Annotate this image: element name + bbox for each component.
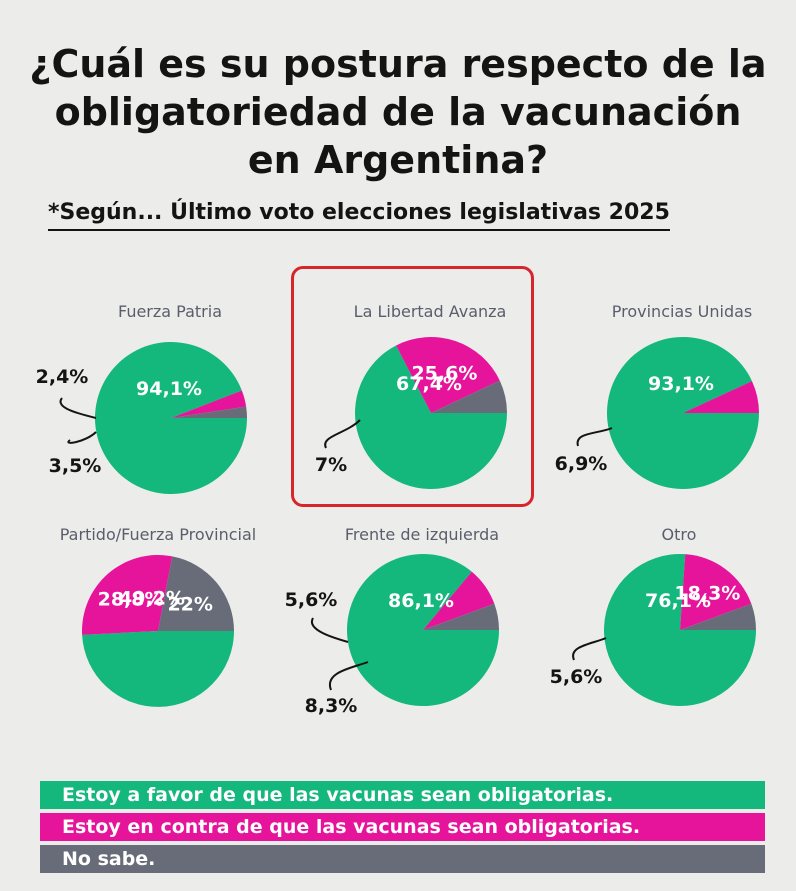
pie-chart-3: Provincias Unidas 93,1% 6,9% [555, 302, 759, 489]
pie-chart-2: La Libertad Avanza 67,4%25,6% 7% [315, 302, 507, 489]
data-label-contra: 6,9% [555, 453, 608, 475]
pie-title: Provincias Unidas [612, 302, 753, 321]
pie-slice-favor [347, 554, 499, 707]
pie-chart-1: Fuerza Patria 94,1% 3,5% 2,4% [36, 302, 247, 494]
pie-slice-nosabe [158, 556, 234, 631]
pie-slice-contra [423, 571, 495, 630]
pie-slice-favor [354, 345, 507, 489]
data-label-nosabe: 22% [167, 593, 212, 615]
label-leader-line [576, 427, 613, 447]
legend-favor: Estoy a favor de que las vacunas sean ob… [40, 781, 765, 809]
data-label-favor: 49,2% [119, 587, 185, 609]
pie-slice-nosabe [431, 380, 507, 413]
data-label-contra: 18,3% [674, 583, 740, 605]
label-leader-line [59, 397, 97, 419]
legend-nosabe: No sabe. [40, 845, 765, 873]
data-label-favor: 93,1% [648, 373, 714, 395]
label-leader-line [572, 637, 607, 661]
pie-title: Otro [662, 525, 697, 544]
data-label-favor: 67,4% [396, 373, 462, 395]
data-label-contra: 25,6% [411, 362, 477, 384]
subtitle: *Según... Último voto elecciones legisla… [48, 200, 670, 231]
highlight-box [291, 266, 534, 507]
pie-chart-5: Frente de izquierda 86,1% 8,3% 5,6% [285, 525, 499, 717]
pie-title: Partido/Fuerza Provincial [60, 525, 256, 544]
pie-slice-favor [94, 341, 247, 494]
pie-title: Fuerza Patria [118, 302, 222, 321]
data-label-favor: 86,1% [388, 590, 454, 612]
pie-chart-6: Otro 76,1%18,3% 5,6% [550, 525, 756, 706]
pie-slice-favor [82, 631, 234, 707]
page-title: ¿Cuál es su postura respecto de la oblig… [20, 40, 776, 184]
label-leader-line [328, 661, 369, 691]
pie-slice-contra [82, 555, 173, 635]
title-line-2: obligatoriedad de la vacunación [54, 90, 742, 134]
pie-chart-4: Partido/Fuerza Provincial 49,2%28,8% 22% [60, 525, 256, 707]
pie-slice-favor [606, 336, 759, 489]
pie-slice-contra [171, 390, 247, 418]
label-leader-line [324, 419, 361, 449]
data-label-contra: 3,5% [49, 455, 102, 477]
data-label-nosabe: 5,6% [285, 589, 338, 611]
pie-slice-nosabe [423, 603, 499, 630]
label-leader-line [310, 617, 349, 643]
pie-title: Frente de izquierda [345, 525, 499, 544]
data-label-favor: 76,1% [645, 590, 711, 612]
pie-slice-favor [604, 553, 756, 706]
label-leader-line [67, 431, 97, 444]
pie-slice-nosabe [680, 603, 756, 630]
data-label-contra: 8,3% [305, 695, 358, 717]
pie-slice-contra [683, 381, 759, 413]
pie-title: La Libertad Avanza [354, 302, 507, 321]
title-line-3: en Argentina? [247, 138, 549, 182]
data-label-contra: 28,8% [98, 588, 164, 610]
legend-contra: Estoy en contra de que las vacunas sean … [40, 813, 765, 841]
data-label-nosabe: 2,4% [36, 366, 89, 388]
data-label-nosabe: 5,6% [550, 666, 603, 688]
pie-slice-contra [680, 554, 752, 630]
title-line-1: ¿Cuál es su postura respecto de la [29, 42, 767, 86]
pie-slice-nosabe [171, 406, 247, 418]
pie-slice-contra [396, 336, 500, 413]
data-label-nosabe: 7% [315, 454, 347, 476]
data-label-favor: 94,1% [136, 378, 202, 400]
